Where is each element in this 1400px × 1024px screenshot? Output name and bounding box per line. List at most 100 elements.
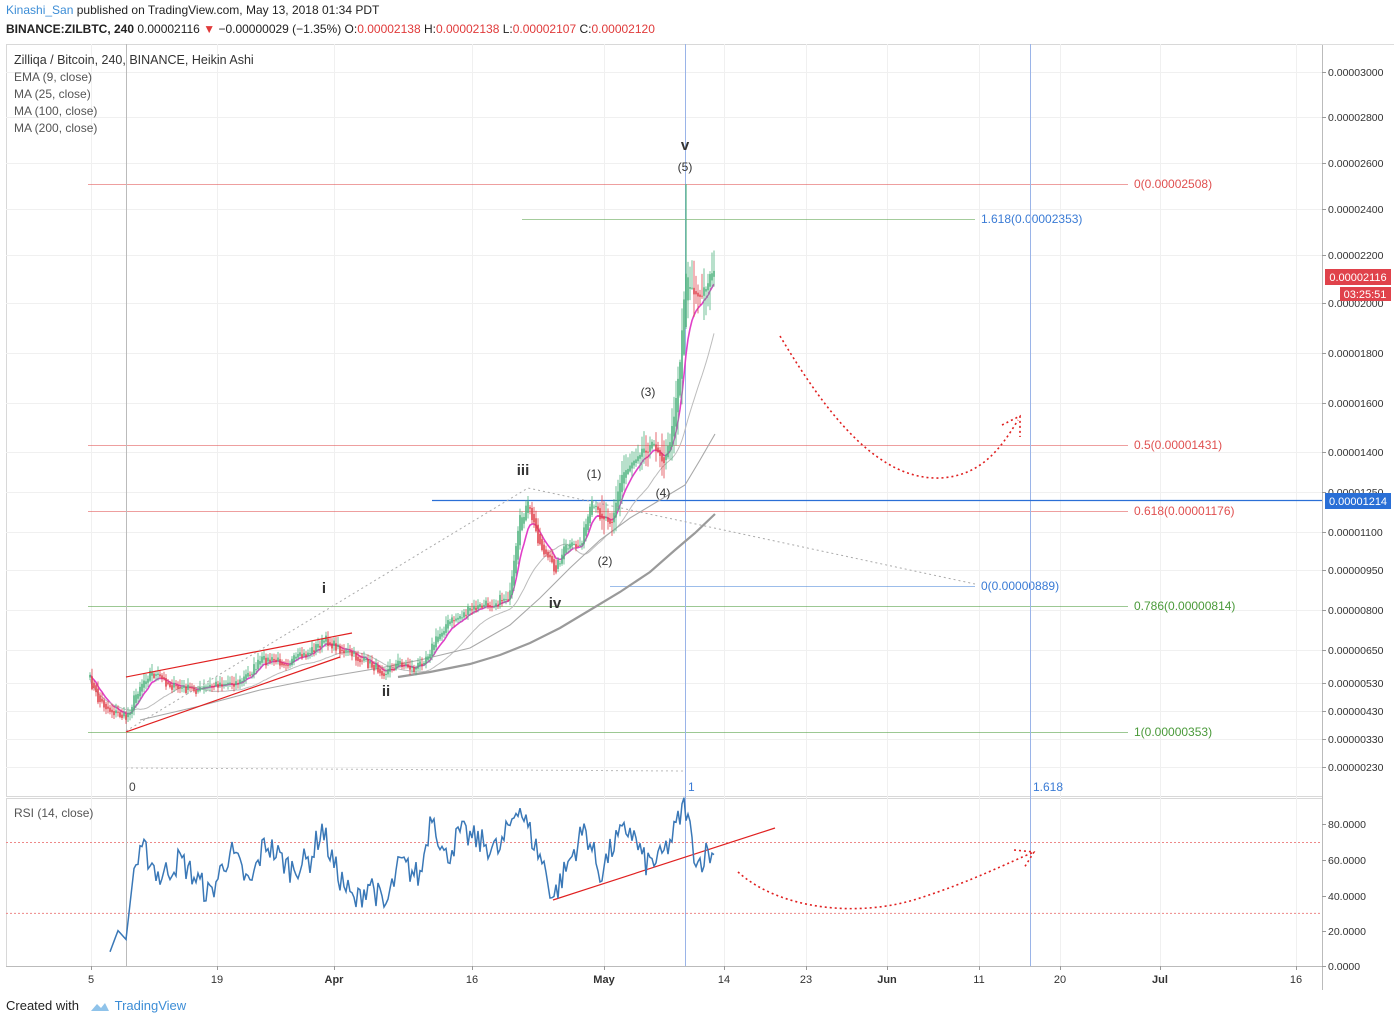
candle-body [631, 462, 633, 469]
open-label: O: [341, 22, 358, 36]
candle-body [483, 604, 485, 607]
candle-body [103, 700, 105, 708]
candle-body [561, 554, 563, 564]
candle-body [331, 643, 333, 649]
candle-body [137, 693, 139, 699]
candle-body [457, 617, 459, 620]
candle-body [597, 506, 599, 510]
candle-body [395, 663, 397, 670]
rsi-pane[interactable] [6, 798, 1323, 967]
candle-body [345, 650, 347, 652]
candle-body [175, 685, 177, 687]
candle-body [333, 640, 335, 646]
candle-body [111, 709, 113, 713]
candle-body [89, 675, 91, 678]
candle-body [447, 620, 449, 629]
candle-body [607, 517, 609, 522]
candle-body [549, 554, 551, 558]
tradingview-link[interactable]: TradingView [114, 998, 187, 1013]
candle-body [479, 604, 481, 608]
candle-body [619, 483, 621, 501]
time-tick-label: Apr [325, 974, 345, 986]
candle-body [365, 658, 367, 660]
candle-body [659, 449, 661, 456]
candle-body [599, 508, 601, 520]
fib-levels: 0(0.00002508) 0.5(0.00001431) 0.618(0.0000… [88, 44, 1322, 966]
candle-body [595, 505, 597, 508]
arrow-head-icon [1001, 414, 1021, 437]
price-tick-label: 0.00000650 [1328, 645, 1384, 657]
low-label: L: [499, 22, 513, 36]
price-tick-label: 0.00002400 [1328, 204, 1384, 216]
price-tick-label: 0.00001600 [1328, 398, 1384, 410]
candle-body [339, 645, 341, 654]
candle-body [391, 668, 393, 670]
candle-body [645, 450, 647, 453]
candle-body [459, 616, 461, 619]
candle-body [403, 664, 405, 666]
candle-body [467, 606, 469, 615]
projection-arrow [779, 335, 1019, 479]
candle-body [419, 661, 421, 666]
price-tick-label: 0.00003000 [1328, 67, 1384, 79]
candle-body [417, 662, 419, 669]
close-label: C: [576, 22, 592, 36]
candle-body [523, 516, 525, 524]
candle-body [101, 698, 103, 702]
fib-extension-label: 1.618(0.00002353) [981, 212, 1082, 226]
candle-body [495, 603, 497, 607]
candle-body [427, 656, 429, 661]
candle-body [681, 330, 683, 379]
change-value: −0.00000029 (−1.35%) [218, 22, 342, 36]
candle-body [219, 682, 221, 686]
candle-body [361, 660, 363, 662]
candle-body [239, 679, 241, 684]
candle-body [475, 607, 477, 611]
candle-body [633, 460, 635, 466]
candle-body [647, 451, 649, 453]
candle-body [257, 659, 259, 670]
candle-body [123, 712, 125, 717]
candle-body [449, 621, 451, 625]
wave-label: (5) [678, 160, 693, 174]
candle-body [415, 667, 417, 670]
candle-body [183, 685, 185, 688]
candle-body [119, 712, 121, 718]
candle-body [171, 685, 173, 690]
candle-body [205, 686, 207, 688]
candle-body [217, 683, 219, 688]
rsi-tick-label: 0.0000 [1328, 961, 1360, 973]
candle-body [477, 605, 479, 609]
candle-body [389, 666, 391, 672]
candle-body [601, 513, 603, 519]
candle-body [439, 633, 441, 640]
candle-body [623, 472, 625, 484]
candle-body [455, 618, 457, 621]
candle-body [351, 651, 353, 657]
fib-level-label: 0.786(0.00000814) [1134, 599, 1235, 613]
candle-body [649, 445, 651, 452]
candle-body [231, 683, 233, 685]
candle-body [651, 441, 653, 449]
candle-body [539, 533, 541, 545]
candle-body [711, 273, 713, 281]
candle-body [437, 636, 439, 642]
candle-body [149, 670, 151, 681]
candle-body [301, 654, 303, 658]
candle-body [359, 658, 361, 663]
candle-body [661, 452, 663, 462]
candle-body [353, 652, 355, 654]
candle-body [637, 456, 639, 462]
candle-body [319, 645, 321, 648]
candle-body [575, 544, 577, 548]
author-link[interactable]: Kinashi_San [6, 3, 74, 17]
price-tick-label: 0.00001800 [1328, 348, 1384, 360]
candle-body [579, 544, 581, 546]
candle-body [207, 686, 209, 688]
candle-body [307, 652, 309, 656]
candle-body [499, 594, 501, 606]
candle-body [287, 665, 289, 667]
wave-label: iv [549, 595, 562, 612]
candle-body [605, 516, 607, 518]
